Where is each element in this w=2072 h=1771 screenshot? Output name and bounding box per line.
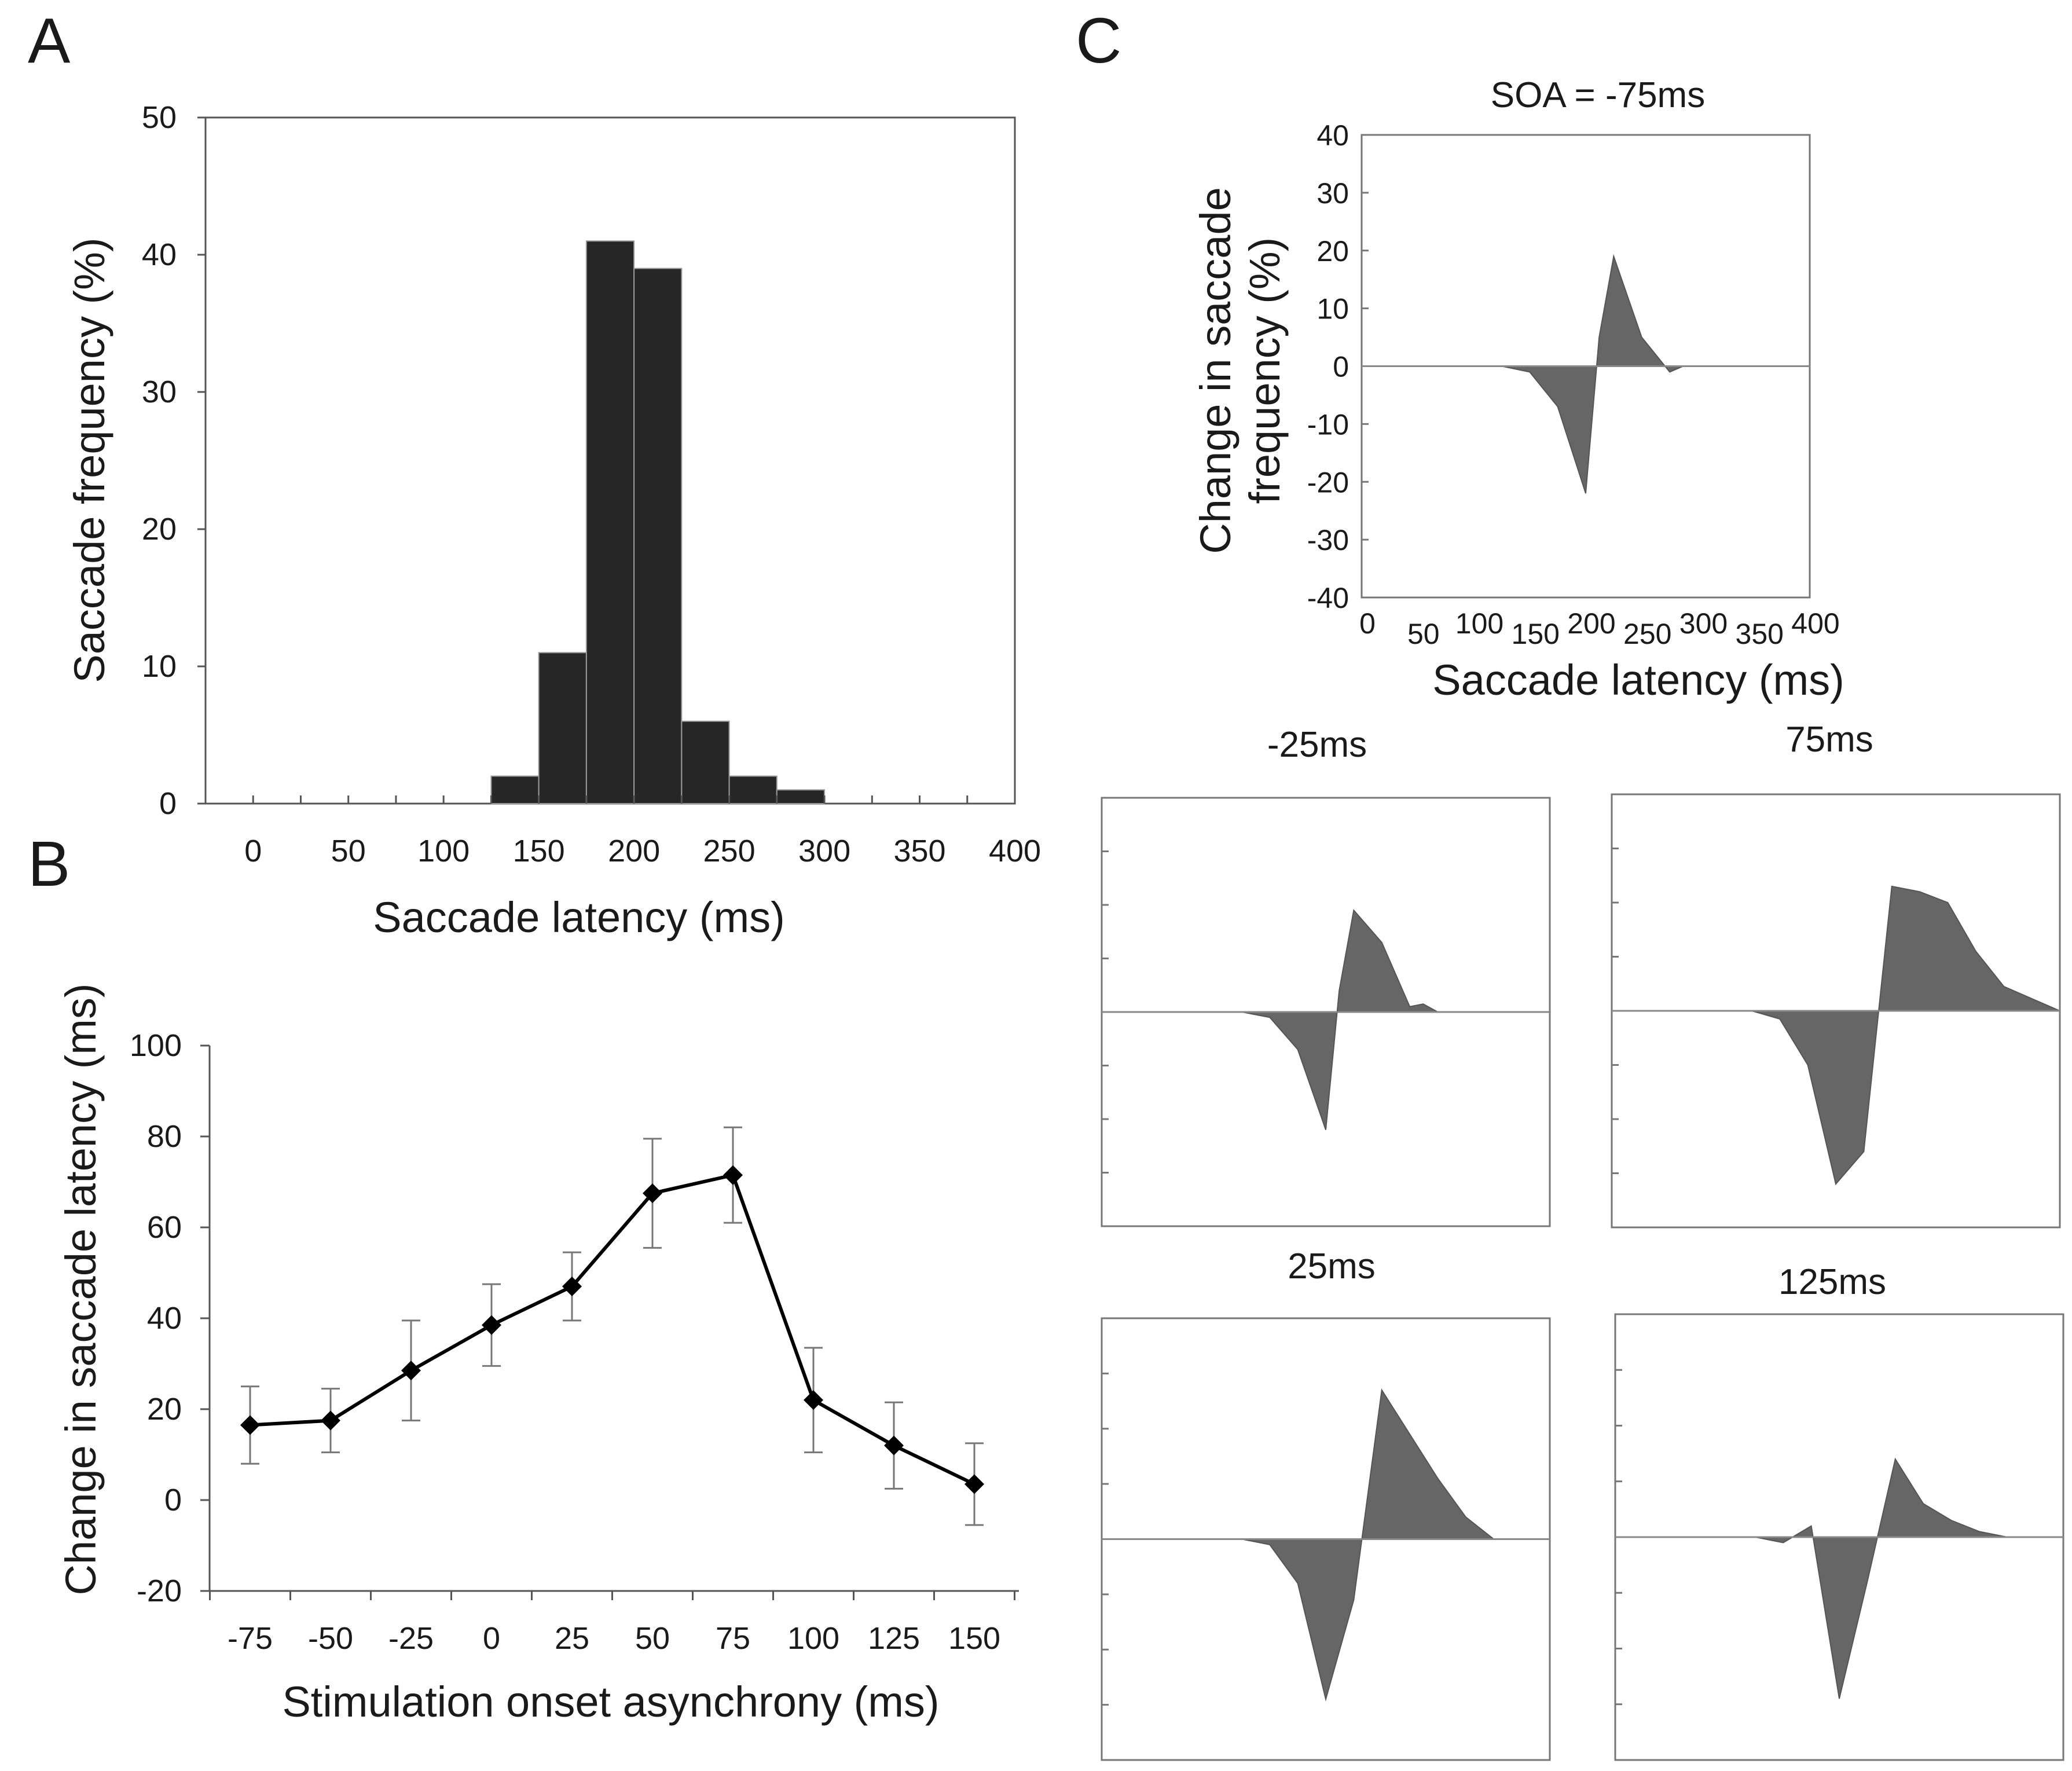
data-point-marker (401, 1361, 421, 1381)
data-point-marker (804, 1390, 823, 1410)
difference-area (1615, 1457, 2063, 1699)
y-tick-label: 20 (1316, 235, 1349, 267)
y-tick-label: -30 (1307, 524, 1349, 556)
histogram-bar (538, 652, 587, 805)
x-tick-label: 75 (716, 1621, 750, 1656)
y-tick-label: 10 (142, 649, 177, 684)
y-tick-label: -20 (137, 1574, 182, 1608)
y-tick-label: 50 (142, 100, 177, 135)
data-point-marker (884, 1435, 904, 1455)
plot-title: 75ms (1785, 720, 1873, 760)
histogram-bar (490, 775, 540, 804)
data-point-marker (643, 1183, 662, 1204)
data-point-marker (321, 1410, 340, 1431)
x-tick-label: 300 (1679, 607, 1728, 640)
difference-area (1102, 1388, 1550, 1702)
plot-title: -25ms (1267, 725, 1367, 765)
x-tick-label: 100 (417, 834, 470, 868)
series-line (250, 1173, 976, 1486)
panel-a-ylabel: Saccade frequency (%) (65, 237, 113, 683)
panel-a-xlabel: Saccade latency (ms) (373, 893, 785, 941)
plot-title: 25ms (1288, 1246, 1376, 1286)
y-tick-label: 40 (1316, 119, 1349, 152)
y-tick-label: 0 (164, 1483, 182, 1517)
x-tick-label: 125 (868, 1621, 920, 1656)
plot-title: SOA = -75ms (1491, 75, 1705, 115)
x-tick-label: 50 (1407, 618, 1440, 650)
x-tick-label: 250 (1623, 618, 1671, 650)
panel-c-main-xlabel: Saccade latency (ms) (1432, 656, 1844, 704)
y-tick-label: 30 (142, 375, 177, 409)
y-tick-label: 60 (147, 1210, 182, 1245)
panel-c-main-ylabel-line1: Change in saccade (1191, 187, 1239, 554)
panel-c-main-ylabel-line2: frequency (%) (1241, 237, 1289, 504)
y-tick-label: 20 (147, 1392, 182, 1427)
difference-area (1362, 254, 1810, 494)
x-tick-label: 25 (555, 1621, 589, 1656)
x-tick-label: 50 (331, 834, 366, 868)
x-tick-label: 400 (1791, 607, 1839, 640)
histogram-bar (776, 789, 826, 805)
difference-plot-C-25: 25ms (1101, 1246, 1551, 1761)
difference-area (1612, 885, 2060, 1186)
x-tick-label: 150 (948, 1621, 1000, 1656)
difference-area (1102, 909, 1550, 1130)
data-point-marker (723, 1165, 743, 1185)
x-tick-label: 200 (1567, 607, 1615, 640)
y-tick-label: 0 (1333, 351, 1349, 383)
x-tick-label: 100 (1455, 607, 1503, 640)
x-tick-label: 350 (893, 834, 945, 868)
panel-b-line-chart: -20 0 20 40 60 80 100 -75 -50 -25 0 25 50 75 100 125 15… (57, 983, 1019, 1726)
histogram-bar (585, 240, 635, 804)
x-tick-label: 200 (608, 834, 660, 868)
panel-b-ylabel: Change in saccade latency (ms) (57, 983, 105, 1595)
panel-label-c: C (1076, 5, 1121, 76)
y-tick-label: -10 (1307, 408, 1349, 441)
data-point-marker (240, 1415, 260, 1435)
x-tick-label: 0 (483, 1621, 500, 1656)
x-tick-label: -50 (308, 1621, 353, 1656)
x-tick-label: -75 (228, 1621, 273, 1656)
x-tick-label: 400 (989, 834, 1041, 868)
x-tick-label: 50 (635, 1621, 670, 1656)
panel-label-a: A (28, 5, 71, 76)
x-tick-label: 250 (703, 834, 756, 868)
x-tick-label: 0 (1359, 607, 1376, 640)
histogram-bar (728, 775, 778, 804)
x-tick-label: 0 (244, 834, 262, 868)
y-tick-label: 30 (1316, 177, 1349, 210)
x-tick-label: 350 (1736, 618, 1784, 650)
histogram-bar (681, 720, 730, 805)
panel-label-b: B (28, 828, 70, 900)
y-tick-label: -40 (1307, 582, 1349, 614)
y-tick-label: 20 (142, 512, 177, 547)
difference-plot-C-75: 75ms (1611, 720, 2061, 1229)
difference-plot-C-125: 125ms (1614, 1262, 2064, 1761)
difference-plot-C-minus25: -25ms (1101, 725, 1551, 1227)
y-tick-label: 40 (147, 1301, 182, 1336)
x-tick-label: 150 (1512, 618, 1560, 650)
data-point-marker (562, 1277, 582, 1297)
y-tick-label: 80 (147, 1119, 182, 1154)
histogram-bar (633, 267, 683, 804)
x-tick-label: -25 (388, 1621, 434, 1656)
y-tick-label: 100 (130, 1028, 182, 1063)
x-tick-label: 100 (787, 1621, 839, 1656)
panel-b-xlabel: Stimulation onset asynchrony (ms) (282, 1678, 939, 1726)
y-tick-label: 40 (142, 237, 177, 272)
y-tick-label: -20 (1307, 466, 1349, 498)
x-tick-label: 150 (513, 834, 565, 868)
y-tick-label: 10 (1316, 293, 1349, 325)
y-tick-label: 0 (159, 786, 177, 821)
data-point-marker (482, 1315, 501, 1335)
x-tick-label: 300 (798, 834, 850, 868)
panel-a-histogram: 0 10 20 30 40 50 0 50 100 150 200 250 300 350 400 Sac… (65, 100, 1041, 941)
data-point-marker (965, 1474, 984, 1494)
plot-title: 125ms (1778, 1262, 1886, 1302)
